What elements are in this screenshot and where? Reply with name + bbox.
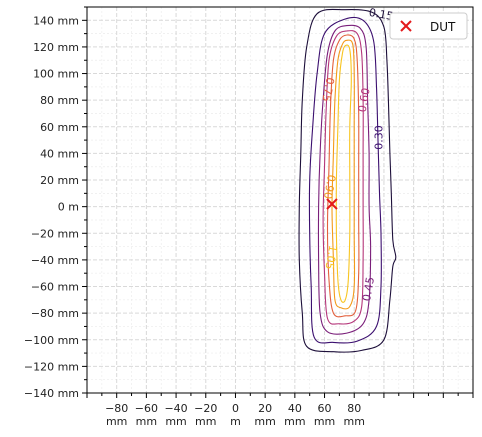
x-tick-label: −80 mm xyxy=(105,402,128,428)
x-tick-label: −60 mm xyxy=(135,402,158,428)
legend-x-icon xyxy=(400,20,412,32)
y-tick-label: 20 mm xyxy=(40,174,79,187)
x-tick-label: 60 mm xyxy=(314,402,335,428)
dut-marker xyxy=(326,198,338,210)
y-tick-label: 40 mm xyxy=(40,147,79,160)
x-tick-label: −20 mm xyxy=(194,402,217,428)
y-tick-label: −100 mm xyxy=(24,334,79,347)
y-tick-label: −60 mm xyxy=(31,281,79,294)
contour-line-0.15 xyxy=(298,8,397,353)
y-tick-label: 140 mm xyxy=(33,14,79,27)
contour-line-0.60 xyxy=(322,30,364,325)
y-tick-label: 80 mm xyxy=(40,94,79,107)
y-tick-label: −80 mm xyxy=(31,307,79,320)
contour-line-1.05 xyxy=(335,44,352,303)
y-tick-label: −120 mm xyxy=(24,360,79,373)
y-tick-label: −40 mm xyxy=(31,254,79,267)
contour-labels: 0.15 0.30 0.45 0.60 0.75 0.90 1.05 xyxy=(319,6,394,302)
x-tick-labels: −80 mm −60 mm −40 mm −20 mm 0 m 20 mm 40 mm 60 mm 80 mm xyxy=(105,402,365,428)
contour-label: 0.75 xyxy=(319,76,336,102)
y-tick-label: 120 mm xyxy=(33,41,79,54)
x-tick-label: 40 mm xyxy=(284,402,305,428)
legend-box xyxy=(389,12,468,40)
contour-line-0.90 xyxy=(331,39,356,310)
contour-line-0.30 xyxy=(308,16,382,344)
y-tick-label: 60 mm xyxy=(40,121,79,134)
x-tick-label: 20 mm xyxy=(254,402,275,428)
contour-label: 0.60 xyxy=(356,87,373,113)
contour-label: 0.90 xyxy=(321,174,338,200)
contour-label: 0.30 xyxy=(372,125,385,150)
markers xyxy=(326,198,338,210)
contour-label: 1.05 xyxy=(322,244,339,270)
contour-lines xyxy=(298,8,397,353)
y-tick-label: 100 mm xyxy=(33,68,79,81)
axis-ticks xyxy=(82,6,474,398)
legend-label: DUT xyxy=(430,20,456,34)
y-tick-label: 0 m xyxy=(58,201,79,214)
y-tick-label: −140 mm xyxy=(24,387,79,400)
contour-label: 0.15 xyxy=(368,6,394,23)
legend-marker-icon xyxy=(400,20,412,32)
y-tick-labels: 140 mm 120 mm 100 mm 80 mm 60 mm 40 mm 20 mm 0 … xyxy=(24,14,79,400)
x-tick-label: −40 mm xyxy=(164,402,187,428)
y-tick-label: −20 mm xyxy=(31,227,79,240)
contour-line-0.75 xyxy=(326,34,360,318)
contour-label: 0.45 xyxy=(360,276,377,302)
legend: DUT xyxy=(389,12,468,40)
contour-line-0.45 xyxy=(317,24,372,335)
x-tick-label: 80 mm xyxy=(344,402,365,428)
